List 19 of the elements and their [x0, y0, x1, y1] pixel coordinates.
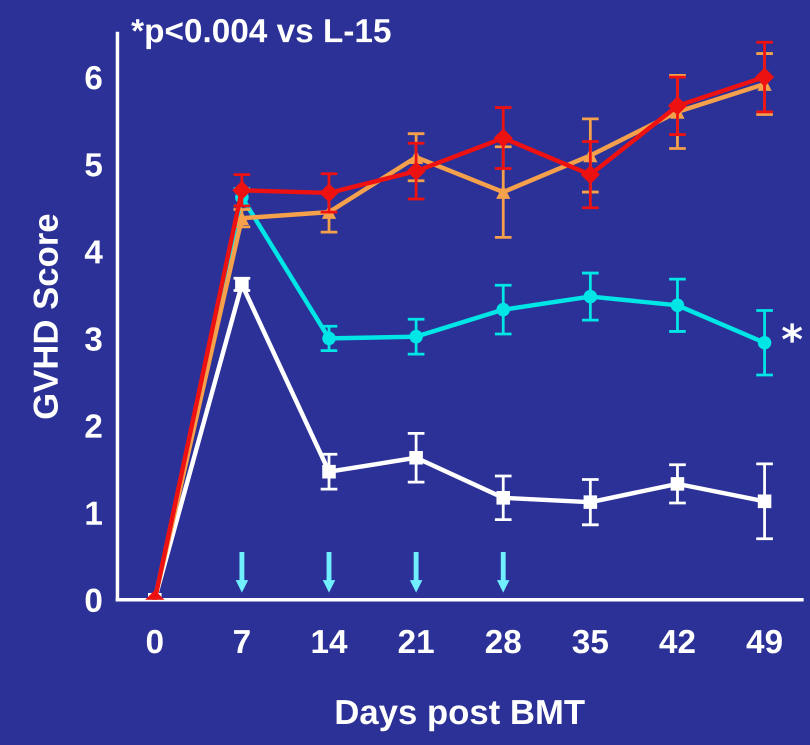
x-tick-label: 7 — [234, 630, 250, 654]
chart-title: *p<0.004 vs L-15 — [131, 18, 391, 50]
x-tick-label: 35 — [572, 630, 608, 654]
annotation: * — [782, 323, 802, 343]
y-tick-label: 4 — [84, 240, 103, 264]
y-tick-label: 6 — [86, 66, 102, 90]
y-tick-label: 2 — [85, 414, 102, 438]
x-tick-label: 49 — [746, 630, 782, 654]
x-tick-label: 42 — [659, 630, 695, 654]
x-tick-label: 0 — [146, 630, 163, 654]
x-tick-label: 28 — [486, 630, 521, 654]
y-tick-label: 1 — [86, 502, 102, 525]
y-tick-label: 3 — [85, 327, 102, 351]
y-tick-label: 5 — [85, 153, 102, 177]
y-axis-title: GVHD Score — [33, 214, 58, 418]
y-tick-label: 0 — [86, 588, 102, 612]
x-tick-label: 14 — [312, 630, 348, 654]
x-tick-label: 21 — [398, 630, 434, 654]
x-axis-title: Days post BMT — [336, 700, 585, 732]
